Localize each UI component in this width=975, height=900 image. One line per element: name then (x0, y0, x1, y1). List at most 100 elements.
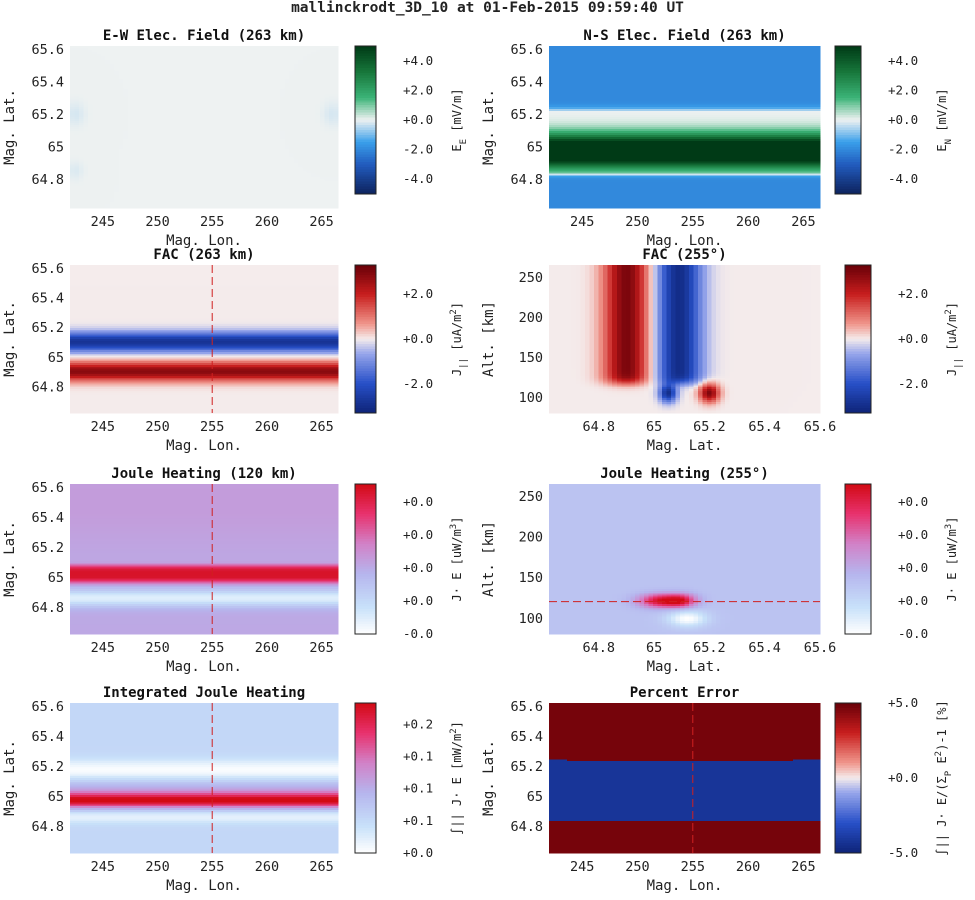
heatmap-cell (96, 94, 102, 98)
heatmap-cell (123, 147, 129, 150)
heatmap-cell (137, 137, 143, 140)
heatmap-cell (74, 145, 80, 148)
heatmap-cell (172, 64, 178, 67)
heatmap-cell (145, 114, 151, 118)
heatmap-cell (168, 169, 174, 173)
heatmap-cell (123, 159, 129, 163)
heatmap-cell (83, 112, 89, 116)
heatmap-cell (74, 94, 80, 98)
heatmap-cell (87, 167, 93, 171)
heatmap-cell (168, 82, 174, 86)
heatmap-cell (128, 199, 134, 203)
heatmap-cell (128, 54, 134, 57)
heatmap-cell (172, 102, 178, 106)
heatmap-cell (168, 120, 174, 124)
heatmap-cell (123, 189, 129, 193)
heatmap-cell (141, 114, 147, 118)
heatmap-cell (145, 84, 151, 88)
heatmap-cell (154, 199, 160, 203)
heatmap-cell (137, 70, 143, 73)
heatmap-cell (141, 96, 147, 100)
heatmap-cell (150, 135, 156, 138)
heatmap-cell (150, 141, 156, 144)
heatmap-cell (83, 183, 89, 187)
heatmap-cell (110, 153, 116, 156)
heatmap-cell (128, 139, 134, 142)
heatmap-cell (163, 147, 169, 150)
heatmap-cell (150, 145, 156, 148)
heatmap-cell (114, 195, 120, 199)
heatmap-cell (96, 171, 102, 175)
heatmap-cell (114, 64, 120, 67)
heatmap-cell (101, 86, 107, 90)
heatmap-cell (78, 94, 84, 98)
heatmap-cell (132, 114, 138, 118)
heatmap-cell (154, 84, 160, 88)
heatmap-cell (114, 159, 120, 163)
heatmap-cell (87, 195, 93, 199)
heatmap-cell (119, 94, 125, 98)
heatmap-cell (315, 205, 321, 209)
heatmap-cell (87, 76, 93, 80)
heatmap-cell (172, 133, 178, 136)
heatmap-cell (154, 58, 160, 61)
heatmap-cell (159, 187, 165, 191)
heatmap-cell (92, 84, 98, 88)
heatmap-cell (132, 68, 138, 71)
heatmap-cell (132, 80, 138, 84)
heatmap-cell (105, 114, 111, 118)
heatmap-cell (105, 185, 111, 189)
heatmap-cell (96, 88, 102, 92)
heatmap-cell (114, 187, 120, 191)
heatmap-cell (204, 205, 210, 209)
heatmap-cell (150, 60, 156, 63)
heatmap-cell (110, 159, 116, 163)
heatmap-cell (137, 185, 143, 189)
heatmap-cell (83, 169, 89, 173)
heatmap-cell (137, 76, 143, 80)
heatmap-cell (145, 54, 151, 57)
heatmap-cell (87, 100, 93, 104)
heatmap-cell (145, 94, 151, 98)
heatmap-cell (78, 197, 84, 201)
heatmap-cell (159, 145, 165, 148)
heatmap-cell (96, 189, 102, 193)
heatmap-cell (128, 205, 134, 209)
heatmap-cell (83, 70, 89, 73)
heatmap-cell (110, 102, 116, 106)
heatmap-cell (154, 54, 160, 57)
heatmap-cell (87, 112, 93, 116)
heatmap-cell (87, 88, 93, 92)
heatmap-cell (119, 84, 125, 88)
heatmap-cell (70, 56, 76, 59)
heatmap-cell (159, 177, 165, 181)
heatmap-cell (74, 106, 80, 110)
heatmap-cell (83, 203, 89, 207)
heatmap-cell (78, 62, 84, 65)
heatmap-cell (168, 46, 174, 49)
heatmap-cell (119, 50, 125, 53)
heatmap-cell (132, 48, 138, 51)
heatmap-cell (320, 205, 326, 209)
heatmap-cell (101, 161, 107, 165)
heatmap-cell (105, 135, 111, 138)
heatmap-cell (114, 169, 120, 173)
heatmap-cell (114, 165, 120, 169)
heatmap-cell (114, 197, 120, 201)
heatmap-cell (150, 54, 156, 57)
heatmap-cell (159, 135, 165, 138)
heatmap-cell (96, 173, 102, 177)
heatmap-cell (101, 72, 107, 75)
heatmap-cell (123, 129, 129, 132)
heatmap-cell (92, 163, 98, 167)
heatmap-cell (137, 153, 143, 156)
heatmap-cell (119, 149, 125, 152)
heatmap-cell (70, 169, 76, 173)
heatmap-cell (70, 80, 76, 84)
heatmap-cell (137, 143, 143, 146)
heatmap-cell (96, 201, 102, 205)
heatmap-cell (154, 114, 160, 118)
heatmap-cell (159, 159, 165, 163)
heatmap-cell (78, 129, 84, 132)
heatmap-cell (70, 193, 76, 197)
